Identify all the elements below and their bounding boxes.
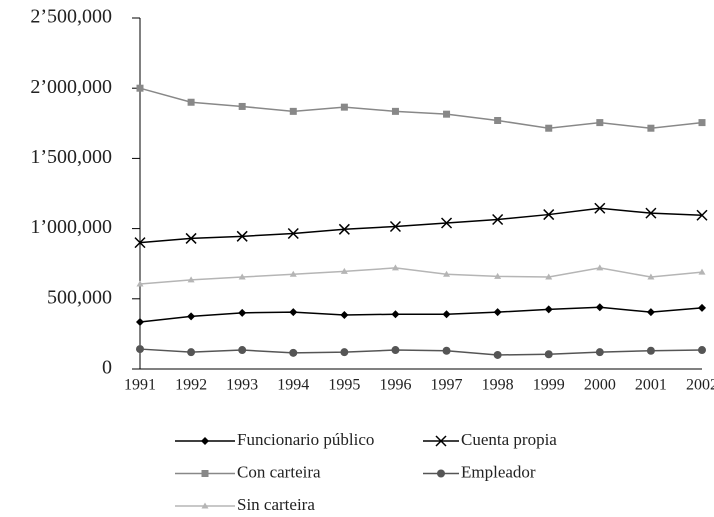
x-tick-label: 1997 <box>431 377 463 394</box>
marker <box>698 303 706 312</box>
x-tick-label: 1996 <box>379 377 411 394</box>
marker <box>187 98 195 106</box>
x-tick-label: 1991 <box>124 377 156 394</box>
x-tick-label: 1992 <box>175 377 207 394</box>
marker <box>287 227 299 240</box>
marker <box>238 102 246 110</box>
x-tick-label: 2000 <box>584 377 616 394</box>
marker <box>645 207 657 219</box>
marker <box>544 305 553 314</box>
marker <box>545 124 553 132</box>
marker <box>389 220 401 233</box>
marker <box>201 437 209 445</box>
marker <box>134 237 146 249</box>
y-tick-label: 1’000,000 <box>30 216 112 238</box>
x-tick-label: 1998 <box>482 377 514 394</box>
marker <box>646 346 655 355</box>
legend-label: Con carteira <box>237 462 321 481</box>
marker <box>238 273 246 280</box>
x-tick-label: 2001 <box>635 377 667 394</box>
marker <box>289 107 297 115</box>
marker <box>136 84 144 92</box>
marker <box>494 272 502 279</box>
series-line <box>139 267 703 285</box>
legend-label: Cuenta propia <box>461 430 557 449</box>
marker <box>441 217 453 229</box>
marker <box>493 350 502 359</box>
marker <box>544 350 553 359</box>
marker <box>492 213 504 226</box>
marker <box>185 232 197 244</box>
marker <box>338 223 350 235</box>
marker <box>443 270 451 277</box>
marker <box>494 116 502 124</box>
marker <box>437 469 445 478</box>
marker <box>391 310 400 319</box>
x-tick-label: 1999 <box>533 377 565 394</box>
marker <box>698 119 706 127</box>
marker <box>647 124 655 132</box>
x-tick-label: 1994 <box>277 377 309 394</box>
marker <box>545 273 553 280</box>
series-line <box>139 306 703 323</box>
marker <box>340 348 349 357</box>
marker <box>646 308 655 317</box>
marker <box>698 346 706 355</box>
marker <box>391 346 400 355</box>
marker <box>435 435 447 447</box>
marker <box>340 103 348 111</box>
marker <box>340 267 348 274</box>
series-line <box>139 348 703 356</box>
marker <box>289 308 298 317</box>
y-tick-label: 1’500,000 <box>30 146 112 168</box>
marker <box>136 345 144 354</box>
y-tick-label: 2’500,000 <box>30 6 112 28</box>
marker <box>201 502 209 509</box>
y-tick-label: 2’000,000 <box>30 76 112 98</box>
series-line <box>139 207 703 244</box>
marker <box>543 209 555 221</box>
marker <box>289 270 297 277</box>
marker <box>238 346 247 355</box>
y-tick-label: 0 <box>102 357 112 379</box>
marker <box>698 268 706 275</box>
marker <box>187 312 196 321</box>
marker <box>596 264 604 271</box>
marker <box>391 107 399 115</box>
marker <box>647 273 655 280</box>
y-tick-label: 500,000 <box>47 286 112 308</box>
marker <box>696 209 708 221</box>
x-tick-label: 1993 <box>226 377 258 394</box>
marker <box>136 280 144 287</box>
marker <box>595 348 604 357</box>
x-tick-label: 1995 <box>328 377 360 394</box>
marker <box>238 308 247 317</box>
marker <box>493 308 502 317</box>
x-tick-label: 2002 <box>686 377 714 394</box>
legend-label: Empleador <box>461 462 536 481</box>
marker <box>187 276 195 283</box>
marker <box>201 470 209 477</box>
marker <box>594 202 606 214</box>
series-line <box>139 87 703 129</box>
marker <box>187 348 196 357</box>
legend-label: Sin carteira <box>237 495 315 514</box>
marker <box>443 110 451 118</box>
marker <box>289 348 298 357</box>
legend-label: Funcionario público <box>237 430 374 449</box>
marker <box>340 310 349 319</box>
marker <box>442 346 451 355</box>
marker <box>595 303 604 312</box>
marker <box>596 119 604 127</box>
marker <box>236 230 248 242</box>
marker <box>136 317 144 326</box>
marker <box>391 264 399 271</box>
marker <box>442 310 451 319</box>
